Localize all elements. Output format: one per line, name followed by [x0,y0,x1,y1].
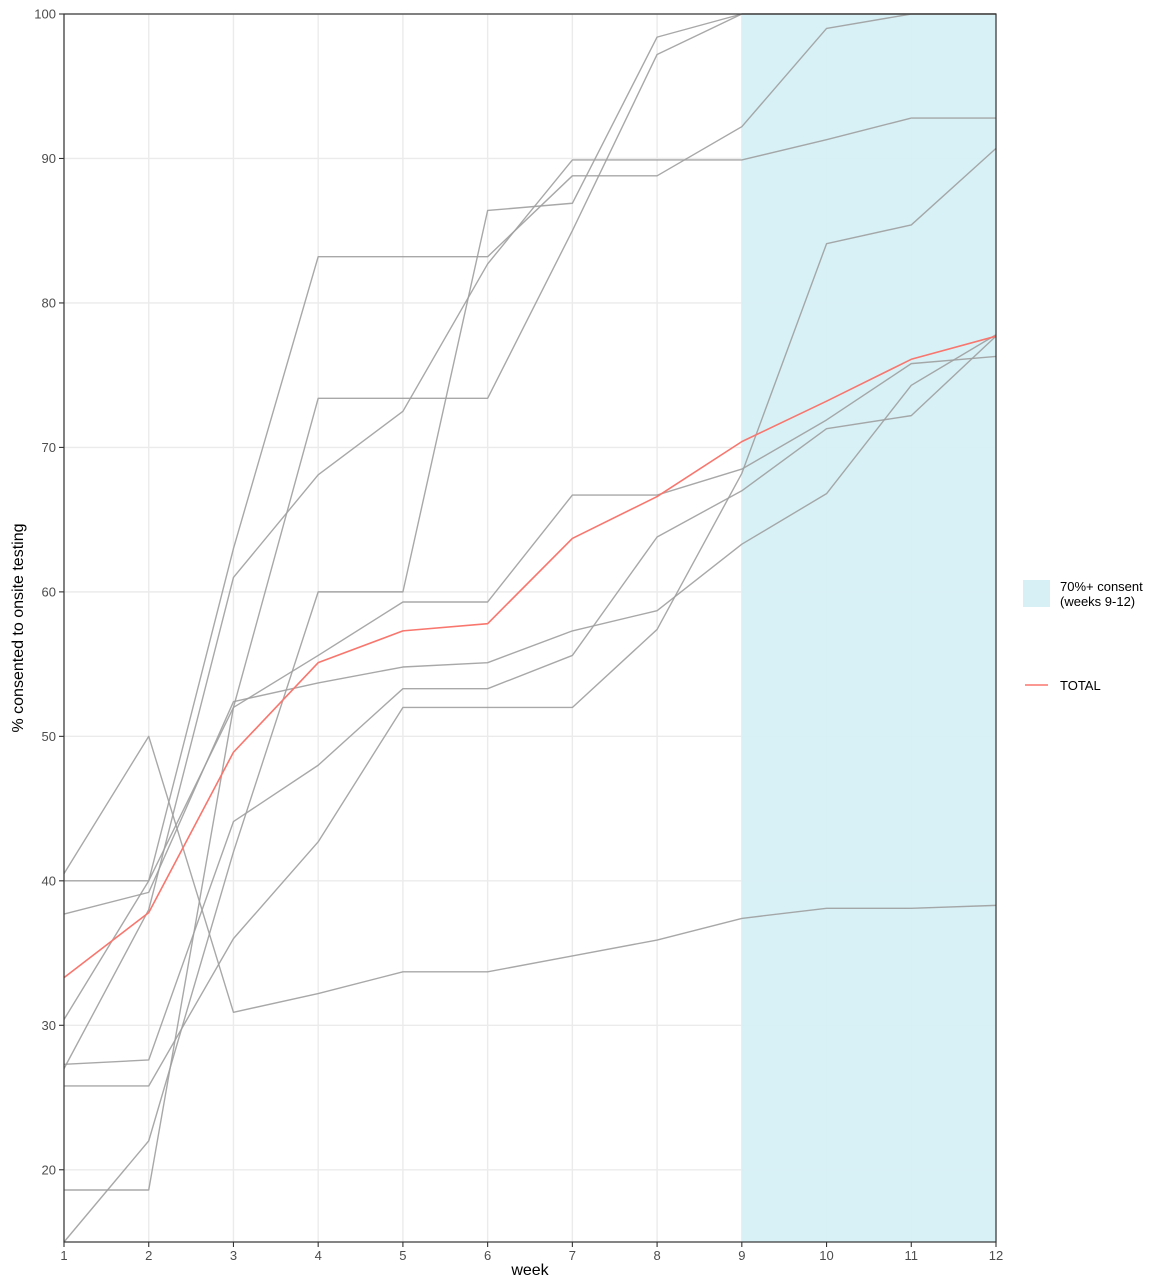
x-tick-label-2: 2 [145,1248,152,1263]
y-tick-label-50: 50 [42,729,56,744]
x-tick-label-6: 6 [484,1248,491,1263]
series-line-3 [63,13,996,1020]
series-line-9 [63,735,997,1013]
series-line-7 [63,334,997,915]
y-tick-label-40: 40 [42,873,56,888]
consent-highlight-band [741,14,996,1242]
x-tick-label-5: 5 [399,1248,406,1263]
legend: 70%+ consent (weeks 9-12) TOTAL [1023,579,1143,693]
x-axis-title: week [510,1262,549,1279]
x-tick-label-9: 9 [738,1248,745,1263]
series-line-6 [64,147,997,1087]
y-tick-label-60: 60 [42,584,56,599]
x-tick-label-3: 3 [230,1248,237,1263]
y-tick-label-80: 80 [42,295,56,310]
y-axis: 20 30 40 50 60 70 80 90 100 [34,7,64,1177]
series-line-2 [63,117,996,1069]
x-tick-label-1: 1 [60,1248,67,1263]
x-tick-label-8: 8 [653,1248,660,1263]
y-tick-label-30: 30 [42,1018,56,1033]
x-axis: 1 2 3 4 5 6 7 8 9 10 11 12 [60,1242,1003,1263]
y-tick-label-70: 70 [42,440,56,455]
x-tick-label-10: 10 [819,1248,833,1263]
series-line-total [63,335,997,979]
legend-label-band-line1: 70%+ consent [1060,579,1143,594]
x-tick-label-4: 4 [315,1248,322,1263]
x-tick-label-12: 12 [989,1248,1003,1263]
y-tick-label-20: 20 [42,1162,56,1177]
plot-panel-border [63,13,997,1243]
x-tick-label-7: 7 [569,1248,576,1263]
y-axis-title: % consented to onsite testing [10,523,27,732]
legend-label-band-line2: (weeks 9-12) [1060,594,1135,609]
series-line-8 [63,335,997,1066]
x-tick-label-11: 11 [905,1248,919,1263]
legend-key-band [1023,580,1050,607]
series-line-5 [64,355,997,882]
y-tick-label-100: 100 [34,7,56,22]
y-tick-label-90: 90 [42,151,56,166]
legend-label-total: TOTAL [1060,678,1101,693]
